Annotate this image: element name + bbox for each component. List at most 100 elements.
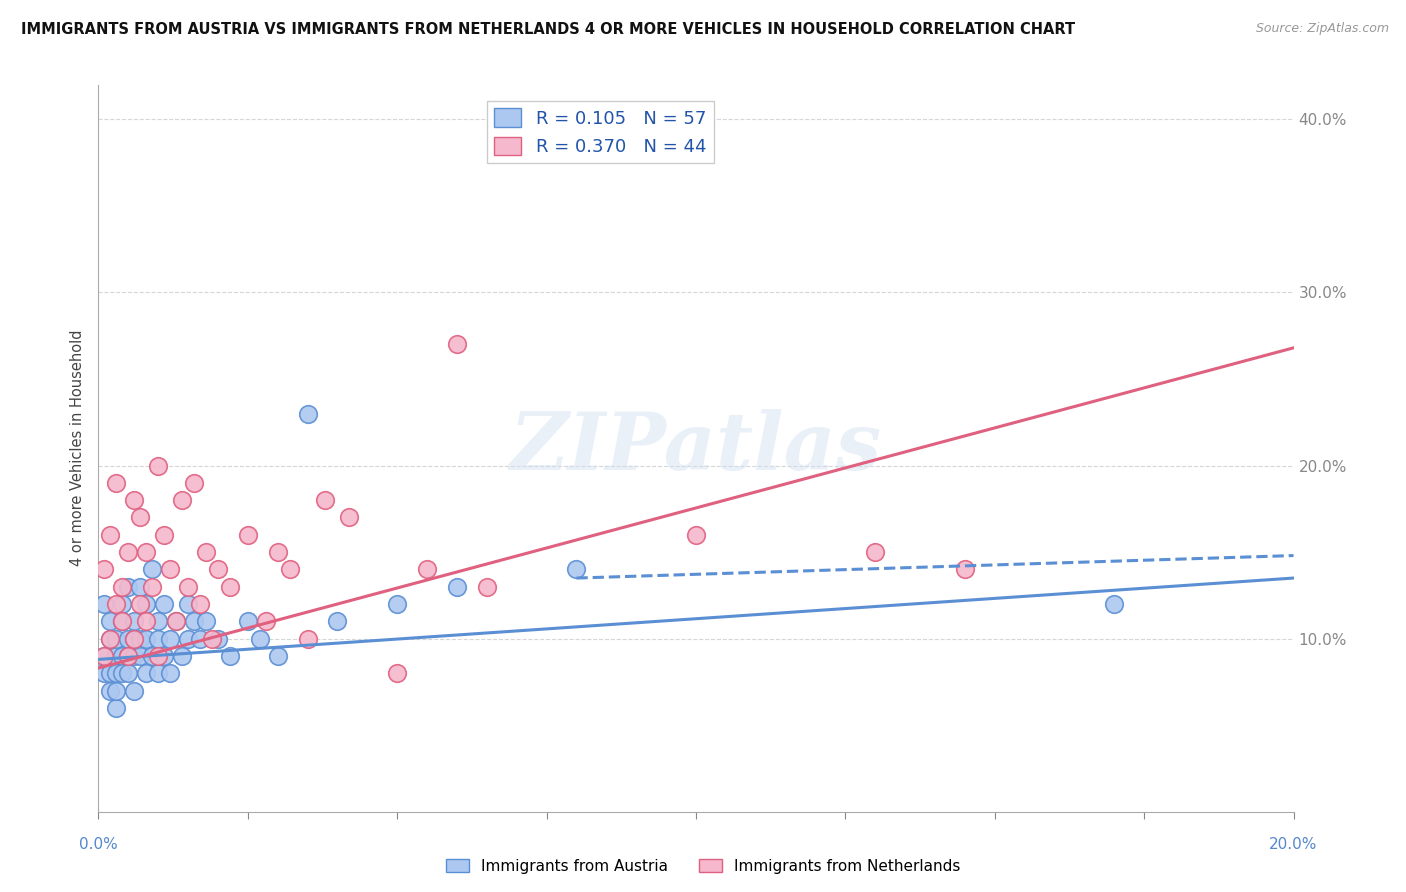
Point — [98, 632, 122, 646]
Point — [148, 615, 170, 629]
Point — [105, 597, 128, 611]
Point — [1104, 597, 1126, 611]
Point — [183, 615, 205, 629]
Text: 0.0%: 0.0% — [79, 838, 118, 852]
Point — [105, 666, 128, 681]
Point — [446, 337, 468, 351]
Point — [236, 528, 259, 542]
Point — [111, 580, 134, 594]
Point — [297, 407, 319, 421]
Point — [105, 632, 128, 646]
Y-axis label: 4 or more Vehicles in Household: 4 or more Vehicles in Household — [69, 330, 84, 566]
Point — [111, 648, 134, 663]
Point — [165, 615, 187, 629]
Point — [117, 648, 139, 663]
Point — [111, 597, 134, 611]
Point — [129, 580, 152, 594]
Point — [124, 615, 146, 629]
Point — [129, 597, 152, 611]
Point — [685, 528, 707, 542]
Text: Source: ZipAtlas.com: Source: ZipAtlas.com — [1256, 22, 1389, 36]
Text: 20.0%: 20.0% — [1270, 838, 1317, 852]
Point — [254, 615, 277, 629]
Point — [153, 648, 176, 663]
Point — [117, 648, 139, 663]
Point — [326, 615, 349, 629]
Point — [135, 666, 157, 681]
Point — [98, 615, 122, 629]
Point — [111, 615, 134, 629]
Point — [129, 632, 152, 646]
Point — [207, 562, 229, 576]
Point — [117, 666, 139, 681]
Legend: Immigrants from Austria, Immigrants from Netherlands: Immigrants from Austria, Immigrants from… — [440, 853, 966, 880]
Point — [267, 545, 290, 559]
Point — [172, 493, 194, 508]
Point — [195, 545, 218, 559]
Point — [446, 580, 468, 594]
Point — [385, 666, 409, 681]
Point — [135, 632, 157, 646]
Point — [124, 493, 146, 508]
Point — [153, 597, 176, 611]
Point — [219, 580, 242, 594]
Legend: R = 0.105   N = 57, R = 0.370   N = 44: R = 0.105 N = 57, R = 0.370 N = 44 — [486, 101, 714, 163]
Point — [93, 666, 115, 681]
Point — [153, 528, 176, 542]
Point — [159, 632, 181, 646]
Point — [148, 458, 170, 473]
Point — [105, 683, 128, 698]
Point — [183, 475, 205, 490]
Point — [135, 545, 157, 559]
Point — [177, 597, 200, 611]
Point — [278, 562, 301, 576]
Point — [117, 545, 139, 559]
Text: ZIPatlas: ZIPatlas — [510, 409, 882, 487]
Point — [249, 632, 271, 646]
Point — [339, 510, 361, 524]
Point — [416, 562, 439, 576]
Point — [129, 648, 152, 663]
Point — [105, 648, 128, 663]
Point — [93, 597, 115, 611]
Point — [865, 545, 887, 559]
Point — [267, 648, 290, 663]
Point — [124, 632, 146, 646]
Point — [135, 597, 157, 611]
Point — [953, 562, 976, 576]
Point — [195, 615, 218, 629]
Point — [105, 701, 128, 715]
Point — [188, 597, 211, 611]
Point — [141, 580, 163, 594]
Point — [219, 648, 242, 663]
Point — [297, 632, 319, 646]
Point — [475, 580, 498, 594]
Point — [565, 562, 588, 576]
Point — [141, 562, 163, 576]
Point — [98, 666, 122, 681]
Point — [201, 632, 224, 646]
Text: IMMIGRANTS FROM AUSTRIA VS IMMIGRANTS FROM NETHERLANDS 4 OR MORE VEHICLES IN HOU: IMMIGRANTS FROM AUSTRIA VS IMMIGRANTS FR… — [21, 22, 1076, 37]
Point — [117, 632, 139, 646]
Point — [93, 648, 115, 663]
Point — [177, 580, 200, 594]
Point — [98, 528, 122, 542]
Point — [124, 632, 146, 646]
Point — [129, 510, 152, 524]
Point — [124, 683, 146, 698]
Point — [148, 632, 170, 646]
Point — [159, 666, 181, 681]
Point — [188, 632, 211, 646]
Point — [93, 648, 115, 663]
Point — [207, 632, 229, 646]
Point — [177, 632, 200, 646]
Point — [159, 562, 181, 576]
Point — [148, 648, 170, 663]
Point — [117, 580, 139, 594]
Point — [236, 615, 259, 629]
Point — [385, 597, 409, 611]
Point — [148, 666, 170, 681]
Point — [315, 493, 337, 508]
Point — [141, 648, 163, 663]
Point — [93, 562, 115, 576]
